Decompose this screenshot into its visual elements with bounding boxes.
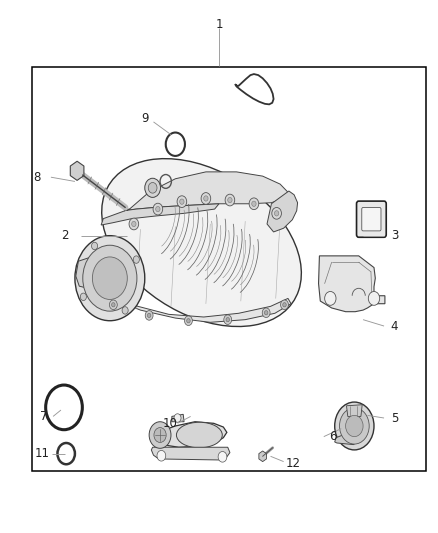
Polygon shape <box>151 447 230 460</box>
Circle shape <box>80 293 86 301</box>
Text: 4: 4 <box>391 320 398 333</box>
Circle shape <box>281 300 288 310</box>
Text: 12: 12 <box>286 457 301 470</box>
Ellipse shape <box>102 159 301 327</box>
Circle shape <box>346 415 363 437</box>
Circle shape <box>145 178 160 197</box>
Text: 7: 7 <box>40 410 47 423</box>
Circle shape <box>148 313 151 318</box>
Circle shape <box>149 422 171 448</box>
Polygon shape <box>259 451 266 462</box>
Ellipse shape <box>177 422 222 448</box>
Circle shape <box>92 257 127 300</box>
Polygon shape <box>335 432 359 445</box>
Circle shape <box>262 308 270 318</box>
Circle shape <box>218 451 227 462</box>
Polygon shape <box>346 405 362 416</box>
Circle shape <box>92 242 98 249</box>
Circle shape <box>265 311 268 315</box>
Circle shape <box>133 256 139 263</box>
Circle shape <box>339 408 369 444</box>
Circle shape <box>325 292 336 305</box>
Polygon shape <box>318 256 385 312</box>
Circle shape <box>145 311 153 320</box>
Circle shape <box>368 292 380 305</box>
Circle shape <box>180 199 184 204</box>
Circle shape <box>275 211 279 216</box>
Circle shape <box>132 221 136 227</box>
Polygon shape <box>70 161 84 180</box>
Text: 1: 1 <box>215 18 223 31</box>
FancyBboxPatch shape <box>357 201 386 237</box>
Circle shape <box>225 194 235 206</box>
Circle shape <box>155 206 160 212</box>
FancyBboxPatch shape <box>362 207 381 231</box>
Text: 11: 11 <box>35 447 49 460</box>
Polygon shape <box>96 292 291 322</box>
Circle shape <box>204 196 208 201</box>
Text: 10: 10 <box>162 417 177 430</box>
Polygon shape <box>172 414 184 422</box>
Circle shape <box>228 197 232 203</box>
Circle shape <box>110 300 117 310</box>
Circle shape <box>112 303 115 307</box>
Polygon shape <box>101 204 219 225</box>
Polygon shape <box>151 422 227 447</box>
Text: 9: 9 <box>141 112 148 125</box>
Circle shape <box>226 318 230 322</box>
Circle shape <box>224 315 232 325</box>
Bar <box>32 67 426 471</box>
Circle shape <box>157 450 166 461</box>
Circle shape <box>184 316 192 326</box>
Circle shape <box>252 201 256 206</box>
Text: 2: 2 <box>62 229 69 242</box>
Circle shape <box>83 245 137 311</box>
Text: 6: 6 <box>329 430 336 443</box>
Polygon shape <box>124 172 289 211</box>
Text: 8: 8 <box>33 171 41 184</box>
Circle shape <box>283 303 286 307</box>
Text: 3: 3 <box>391 229 398 242</box>
Circle shape <box>201 192 211 204</box>
Circle shape <box>187 319 190 323</box>
Circle shape <box>174 414 181 422</box>
Circle shape <box>129 218 139 230</box>
Polygon shape <box>267 191 297 232</box>
Polygon shape <box>76 256 98 288</box>
Circle shape <box>272 207 282 219</box>
Circle shape <box>75 236 145 321</box>
Circle shape <box>177 196 187 207</box>
Circle shape <box>154 427 166 442</box>
Circle shape <box>335 402 374 450</box>
Circle shape <box>122 306 128 314</box>
Text: 5: 5 <box>391 411 398 424</box>
Circle shape <box>148 182 157 193</box>
Circle shape <box>249 198 259 209</box>
Circle shape <box>153 203 162 215</box>
